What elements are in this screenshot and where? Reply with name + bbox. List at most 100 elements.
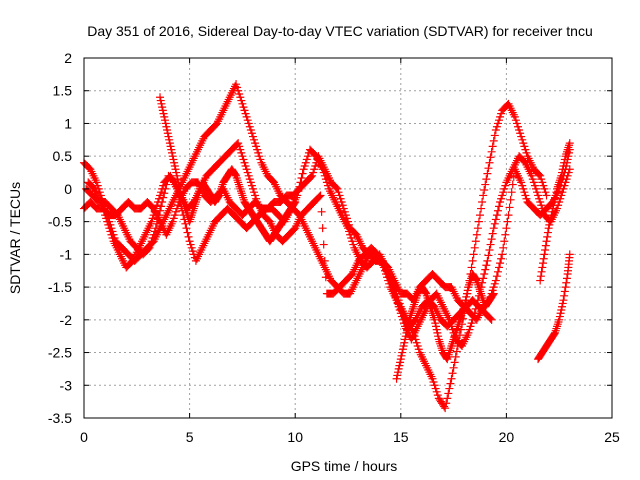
data-point — [541, 188, 550, 197]
data-point — [171, 207, 180, 216]
data-point — [332, 183, 341, 192]
data-point — [429, 378, 438, 386]
data-point — [445, 384, 454, 393]
data-point — [484, 164, 493, 173]
series-track-7 — [534, 250, 574, 364]
data-point — [436, 342, 445, 350]
data-point — [565, 139, 574, 148]
data-point — [393, 371, 402, 380]
data-point — [430, 315, 439, 324]
data-point — [501, 181, 510, 190]
data-point — [145, 243, 154, 252]
data-point — [491, 276, 500, 285]
data-point — [297, 174, 306, 182]
data-point — [413, 342, 422, 350]
data-point — [394, 364, 403, 373]
data-point — [293, 191, 302, 200]
data-point — [510, 112, 519, 121]
data-point — [521, 191, 530, 200]
data-point — [488, 142, 497, 151]
data-point — [254, 148, 263, 157]
data-point — [466, 322, 475, 331]
data-point — [311, 162, 320, 170]
data-point — [536, 272, 545, 281]
data-point — [334, 188, 343, 197]
data-point — [309, 168, 318, 177]
data-point — [516, 129, 525, 138]
data-point — [144, 244, 153, 253]
data-point — [255, 152, 264, 161]
data-point — [467, 263, 476, 272]
data-point — [176, 188, 185, 197]
data-point — [549, 201, 558, 210]
data-point — [321, 273, 330, 282]
data-point — [489, 290, 498, 299]
data-point — [108, 234, 117, 242]
data-point — [252, 142, 261, 151]
data-point — [294, 187, 303, 196]
data-point — [398, 348, 407, 357]
data-point — [402, 328, 411, 337]
y-tick-label: -3.5 — [48, 410, 72, 426]
x-tick-label: 15 — [393, 429, 409, 445]
x-tick-label: 25 — [604, 429, 620, 445]
data-point — [171, 165, 180, 174]
data-point — [529, 178, 538, 187]
data-point — [472, 230, 481, 239]
data-point — [392, 374, 401, 383]
data-point — [237, 148, 246, 157]
data-point — [519, 184, 528, 193]
data-point — [234, 178, 243, 187]
data-point — [493, 267, 502, 276]
data-point — [436, 339, 445, 348]
data-point — [175, 181, 184, 190]
data-point — [531, 184, 540, 193]
data-point — [520, 188, 529, 197]
data-point — [432, 325, 441, 334]
data-point — [555, 315, 564, 324]
data-point — [317, 207, 326, 216]
data-point — [149, 230, 158, 239]
data-point — [553, 322, 562, 331]
y-axis-label: SDTVAR / TECUs — [7, 182, 23, 294]
data-point — [147, 237, 156, 246]
data-point — [175, 184, 184, 193]
data-point — [537, 201, 546, 210]
data-point — [300, 162, 309, 170]
data-point — [101, 211, 110, 220]
data-point — [443, 394, 452, 403]
data-point — [561, 283, 570, 292]
data-point — [449, 363, 458, 372]
data-point — [489, 224, 498, 233]
data-point — [172, 171, 181, 180]
data-point — [522, 148, 531, 157]
data-point — [431, 319, 440, 328]
data-point — [540, 250, 549, 259]
x-tick-label: 20 — [499, 429, 515, 445]
y-tick-label: -2 — [60, 312, 73, 328]
data-point — [247, 181, 256, 190]
data-point — [303, 152, 312, 161]
data-point — [465, 280, 474, 289]
data-point — [318, 224, 327, 233]
data-point — [251, 139, 260, 148]
data-point — [470, 309, 479, 318]
data-point — [480, 186, 489, 194]
data-point — [333, 184, 342, 193]
data-point — [157, 99, 166, 108]
plot-frame — [83, 57, 613, 419]
data-point — [533, 188, 542, 197]
data-point — [253, 145, 262, 154]
data-point — [307, 172, 316, 181]
y-tick-label: 1 — [64, 115, 72, 131]
data-point — [251, 191, 260, 200]
data-point — [163, 126, 172, 134]
data-point — [158, 103, 167, 112]
data-point — [477, 204, 486, 213]
data-point — [546, 217, 555, 226]
data-point — [492, 122, 501, 131]
data-point — [470, 243, 479, 252]
data-point — [291, 198, 300, 206]
data-point — [530, 181, 539, 190]
data-point — [499, 243, 508, 252]
